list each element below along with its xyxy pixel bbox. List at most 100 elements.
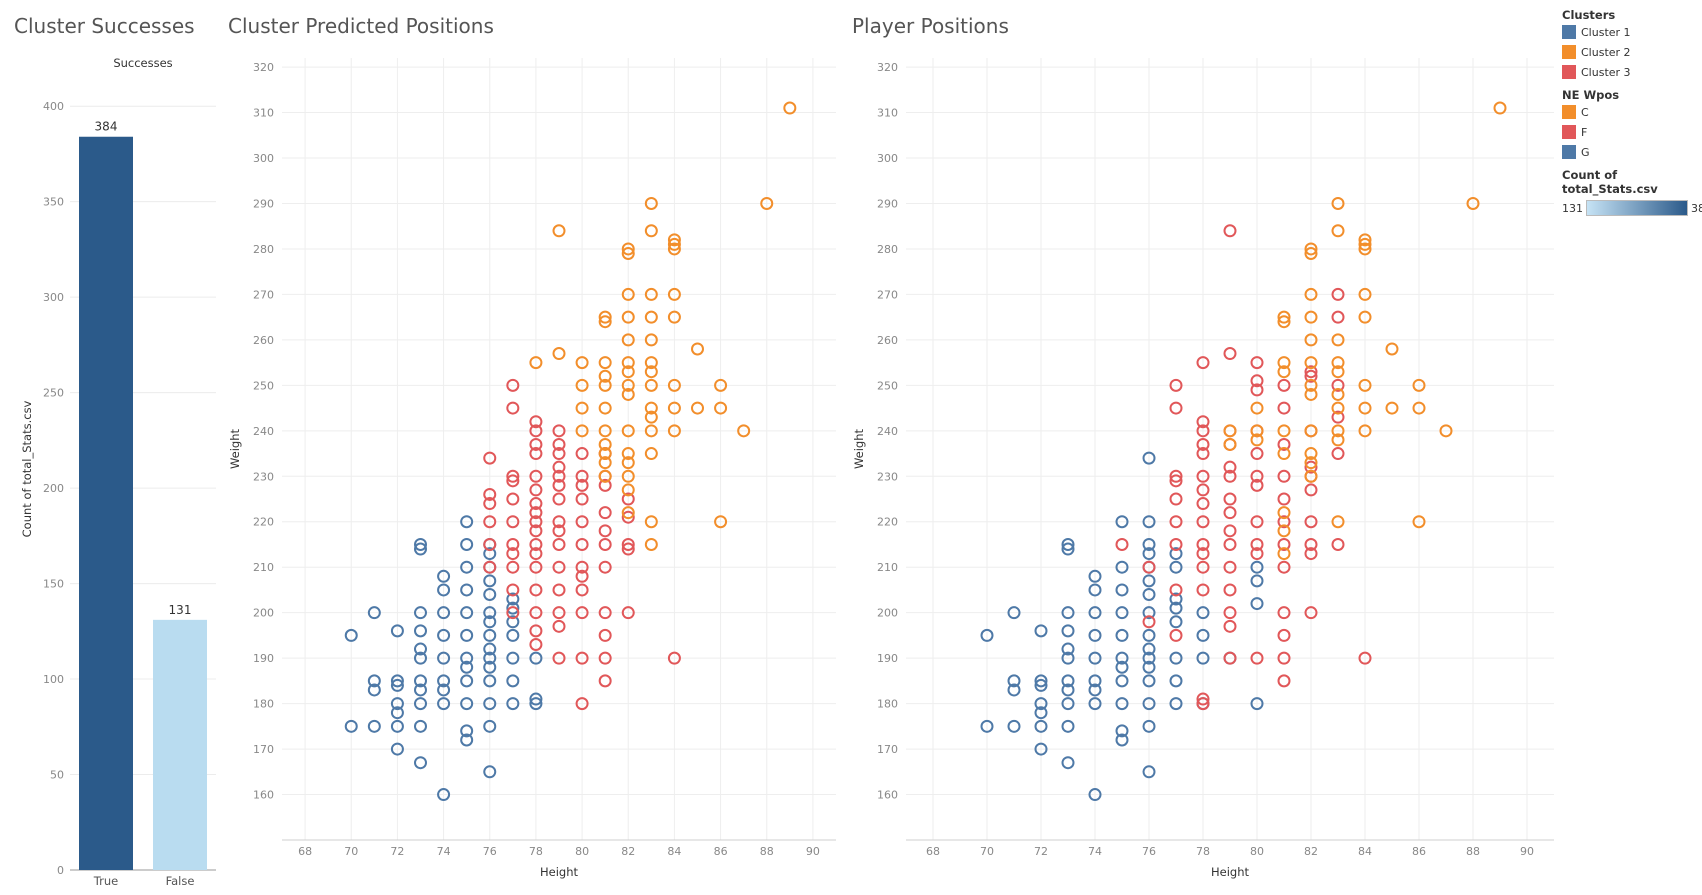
count-gradient-legend: 131 384 [1562, 200, 1702, 216]
player-scatter-point-f [1331, 447, 1345, 461]
cluster-scatter-point-cluster-1 [483, 574, 497, 588]
player-scatter-point-f [1358, 651, 1372, 665]
cluster-scatter-point-cluster-3 [598, 628, 612, 642]
cluster-scatter-point-cluster-2 [529, 356, 543, 370]
player-scatter-y-tick-label: 160 [877, 789, 898, 802]
cluster-scatter-point-cluster-1 [414, 624, 427, 638]
cluster-scatter-point-cluster-2 [621, 356, 635, 370]
cluster-scatter-y-tick-label: 210 [253, 561, 274, 574]
cluster-scatter-point-cluster-3 [529, 424, 543, 438]
cluster-scatter-point-cluster-1 [483, 660, 497, 674]
player-scatter-point-c [1277, 506, 1291, 520]
legend-item-cluster-3[interactable]: Cluster 3 [1562, 62, 1702, 82]
cluster-scatter-point-cluster-2 [621, 287, 635, 301]
player-scatter-point-f [1277, 537, 1291, 551]
cluster-scatter-point-cluster-1 [506, 674, 520, 688]
legend-item-g[interactable]: G [1562, 142, 1702, 162]
player-scatter-point-g [1034, 719, 1048, 733]
cluster-scatter-point-cluster-2 [714, 378, 728, 392]
cluster-scatter-point-cluster-3 [575, 537, 589, 551]
player-scatter-point-f [1169, 515, 1183, 529]
bar-value-label: 384 [95, 120, 118, 134]
cluster-scatter-x-tick-label: 88 [760, 845, 774, 858]
cluster-scatter-point-cluster-2 [644, 515, 658, 529]
player-scatter-point-f [1142, 560, 1156, 574]
cluster-scatter-point-cluster-3 [529, 415, 543, 429]
player-scatter-point-f [1331, 410, 1345, 424]
legend-item-c[interactable]: C [1562, 102, 1702, 122]
legend-item-f[interactable]: F [1562, 122, 1702, 142]
cluster-scatter-point-cluster-1 [437, 606, 451, 620]
cluster-scatter-x-tick-label: 70 [344, 845, 358, 858]
player-scatter-point-g [1061, 606, 1075, 620]
player-scatter-point-g [1088, 788, 1102, 802]
player-scatter-point-f [1304, 483, 1318, 497]
cluster-scatter-point-cluster-1 [460, 606, 474, 620]
player-scatter-point-f [1304, 365, 1318, 379]
player-scatter-point-f [1250, 383, 1264, 397]
player-scatter-point-c [1304, 378, 1318, 392]
player-scatter-point-g [1088, 628, 1102, 642]
player-scatter-point-f [1196, 424, 1210, 438]
cluster-scatter-point-cluster-3 [552, 437, 566, 451]
player-scatter-point-g [1250, 697, 1264, 711]
count-min-label: 131 [1562, 201, 1583, 215]
cluster-scatter-point-cluster-2 [644, 401, 658, 415]
cluster-scatter-point-cluster-1 [437, 674, 451, 688]
legend-label: G [1581, 145, 1590, 159]
player-scatter-point-g [1061, 674, 1075, 688]
cluster-scatter-point-cluster-2 [644, 333, 658, 347]
bar-y-tick-label: 250 [43, 387, 64, 400]
cluster-scatter-point-cluster-1 [483, 765, 497, 779]
cluster-scatter-x-tick-label: 78 [529, 845, 543, 858]
player-scatter-point-g [1142, 719, 1156, 733]
player-scatter-point-c [1277, 310, 1291, 324]
player-scatter-point-c [1358, 310, 1372, 324]
player-scatter-point-f [1304, 460, 1318, 474]
player-scatter-point-g [1034, 706, 1048, 720]
legend-panel: Clusters Cluster 1 Cluster 2 Cluster 3 N… [1562, 8, 1702, 216]
legend-item-cluster-2[interactable]: Cluster 2 [1562, 42, 1702, 62]
player-scatter-point-g [1088, 683, 1102, 697]
player-scatter-y-tick-label: 200 [877, 607, 898, 620]
player-scatter-point-f [1169, 378, 1183, 392]
cluster-scatter-point-cluster-2 [667, 401, 681, 415]
player-scatter-point-g [1061, 624, 1075, 638]
player-scatter-point-g [1142, 547, 1156, 561]
player-scatter-point-g [1115, 733, 1129, 747]
player-scatter-point-g [1250, 597, 1264, 611]
player-scatter-point-f [1277, 469, 1291, 483]
player-scatter-point-f [1223, 583, 1237, 597]
bar-y-tick-label: 150 [43, 578, 64, 591]
cluster-scatter-point-cluster-2 [621, 365, 635, 379]
cluster-scatter-point-cluster-3 [552, 619, 566, 633]
cluster-scatter-point-cluster-1 [367, 674, 381, 688]
player-scatter-point-g [1061, 542, 1075, 556]
player-scatter-point-c [1277, 315, 1291, 329]
cluster-scatter-point-cluster-3 [552, 651, 566, 665]
player-scatter-x-tick-label: 70 [980, 845, 994, 858]
cluster-scatter-point-cluster-2 [644, 287, 658, 301]
player-scatter-point-g [1061, 651, 1075, 665]
player-scatter-point-f [1223, 651, 1237, 665]
cluster-scatter-point-cluster-1 [390, 678, 404, 692]
player-scatter-point-c [1304, 287, 1318, 301]
player-scatter-point-c [1304, 247, 1318, 260]
cluster-scatter-x-tick-label: 68 [298, 845, 312, 858]
player-scatter-point-f [1331, 378, 1345, 392]
cluster-scatter-point-cluster-3 [552, 424, 566, 438]
legend-item-cluster-1[interactable]: Cluster 1 [1562, 22, 1702, 42]
player-scatter-point-f [1223, 524, 1237, 538]
cluster-scatter-point-cluster-2 [598, 401, 612, 415]
player-scatter-x-tick-label: 68 [926, 845, 940, 858]
cluster-scatter-point-cluster-2 [714, 401, 728, 415]
cluster-scatter-point-cluster-1 [460, 724, 474, 738]
player-scatter-point-f [1250, 478, 1264, 492]
cluster-scatter-point-cluster-3 [506, 547, 520, 561]
player-scatter-point-g [1007, 606, 1021, 620]
cluster-scatter-point-cluster-3 [575, 560, 589, 574]
player-scatter-point-c [1493, 101, 1507, 115]
cluster-scatter-x-axis-label: Height [540, 865, 579, 879]
player-scatter-point-f [1250, 547, 1264, 561]
cluster-scatter-point-cluster-3 [552, 606, 566, 620]
